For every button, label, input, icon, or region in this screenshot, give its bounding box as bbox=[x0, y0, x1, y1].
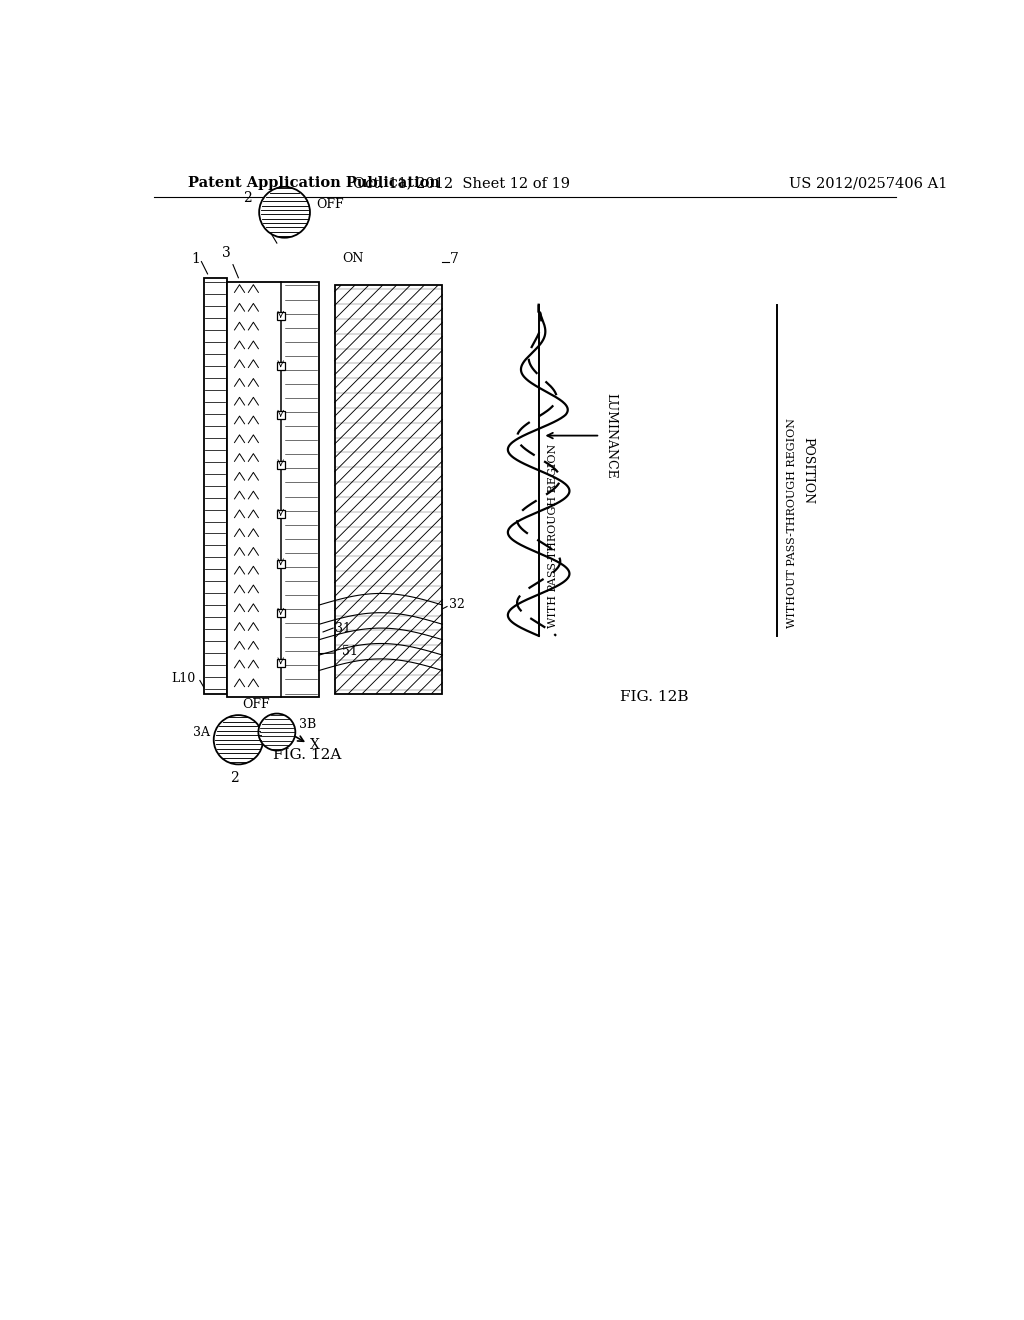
Text: WITHOUT PASS-THROUGH REGION: WITHOUT PASS-THROUGH REGION bbox=[786, 418, 797, 628]
Text: ON: ON bbox=[342, 252, 364, 265]
Text: L10: L10 bbox=[172, 672, 196, 685]
Circle shape bbox=[259, 187, 310, 238]
Text: 7: 7 bbox=[451, 252, 459, 265]
Text: 3B: 3B bbox=[299, 718, 316, 731]
Text: 3: 3 bbox=[222, 246, 230, 260]
Text: OFF: OFF bbox=[243, 698, 270, 711]
Bar bbox=[276, 609, 286, 618]
Bar bbox=[226, 281, 319, 697]
Bar bbox=[276, 560, 286, 568]
Text: FIG. 12B: FIG. 12B bbox=[620, 690, 688, 705]
Text: 32: 32 bbox=[449, 598, 465, 611]
Text: X: X bbox=[310, 738, 319, 752]
Bar bbox=[276, 411, 286, 420]
Text: WITH PASS-THROUGH REGION: WITH PASS-THROUGH REGION bbox=[548, 444, 558, 628]
Text: POSITION: POSITION bbox=[802, 437, 815, 504]
Bar bbox=[204, 277, 226, 693]
Text: LUMINANCE: LUMINANCE bbox=[604, 393, 617, 478]
Text: 2: 2 bbox=[243, 191, 252, 205]
Bar bbox=[276, 659, 286, 667]
Bar bbox=[276, 510, 286, 519]
Bar bbox=[335, 285, 442, 693]
Text: Oct. 11, 2012  Sheet 12 of 19: Oct. 11, 2012 Sheet 12 of 19 bbox=[353, 176, 570, 190]
Text: FIG. 12A: FIG. 12A bbox=[273, 748, 342, 762]
Text: 51: 51 bbox=[342, 644, 358, 657]
Text: Patent Application Publication: Patent Application Publication bbox=[188, 176, 440, 190]
Circle shape bbox=[214, 715, 263, 764]
Text: 3A: 3A bbox=[193, 726, 210, 739]
Circle shape bbox=[258, 714, 295, 751]
Bar bbox=[276, 362, 286, 370]
Text: OFF: OFF bbox=[316, 198, 344, 211]
Text: 1: 1 bbox=[191, 252, 200, 265]
Bar bbox=[276, 461, 286, 469]
Text: 31: 31 bbox=[335, 622, 350, 635]
Bar bbox=[276, 312, 286, 321]
Text: 2: 2 bbox=[230, 771, 239, 784]
Text: Z: Z bbox=[244, 721, 254, 735]
Text: US 2012/0257406 A1: US 2012/0257406 A1 bbox=[788, 176, 947, 190]
